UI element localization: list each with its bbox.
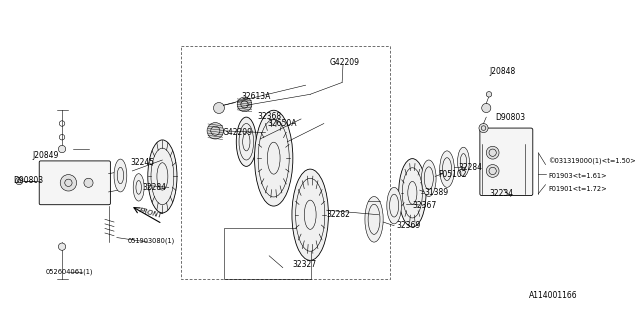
Ellipse shape (148, 140, 177, 213)
Ellipse shape (255, 110, 293, 206)
Circle shape (84, 178, 93, 188)
Ellipse shape (114, 159, 127, 192)
Ellipse shape (440, 151, 454, 188)
Ellipse shape (296, 178, 324, 251)
Text: 31389: 31389 (424, 188, 449, 197)
Text: 32282: 32282 (326, 210, 351, 219)
Circle shape (60, 175, 77, 191)
Text: D90803: D90803 (13, 177, 43, 186)
Text: J20848: J20848 (489, 67, 515, 76)
Text: F01901<t=1.72>: F01901<t=1.72> (548, 186, 607, 192)
Ellipse shape (133, 174, 144, 201)
Circle shape (482, 103, 491, 113)
Ellipse shape (458, 147, 469, 176)
Text: F05102: F05102 (438, 170, 467, 179)
Text: A114001166: A114001166 (529, 291, 578, 300)
Text: 32284: 32284 (459, 163, 483, 172)
Ellipse shape (292, 169, 328, 260)
Text: 32327: 32327 (292, 260, 316, 269)
Text: 052604061(1): 052604061(1) (45, 269, 93, 276)
FancyBboxPatch shape (39, 161, 110, 205)
Text: 32367: 32367 (412, 201, 436, 210)
Circle shape (214, 102, 225, 114)
Text: D90803: D90803 (495, 113, 525, 122)
Ellipse shape (387, 188, 401, 224)
Text: 32245: 32245 (131, 158, 155, 167)
Ellipse shape (236, 117, 257, 166)
Circle shape (58, 243, 66, 250)
Text: 32613A: 32613A (242, 92, 271, 100)
Text: F01903<t=1.61>: F01903<t=1.61> (548, 172, 607, 179)
Circle shape (486, 92, 492, 97)
Text: 32234: 32234 (489, 189, 513, 198)
Text: 32369: 32369 (397, 221, 421, 230)
Ellipse shape (207, 123, 223, 139)
Text: J20849: J20849 (32, 151, 58, 160)
Text: ©031319000(1)<t=1.50>: ©031319000(1)<t=1.50> (548, 158, 636, 165)
Text: FRONT: FRONT (138, 207, 163, 219)
Text: 051903080(1): 051903080(1) (128, 237, 175, 244)
Text: 32650A: 32650A (268, 119, 297, 128)
FancyBboxPatch shape (480, 128, 532, 196)
Ellipse shape (151, 148, 174, 205)
Bar (225, 228, 311, 279)
Ellipse shape (399, 159, 426, 227)
Ellipse shape (258, 119, 289, 197)
Ellipse shape (422, 160, 436, 196)
Circle shape (58, 145, 66, 153)
Text: 32284: 32284 (142, 183, 166, 192)
Text: G42209: G42209 (330, 58, 359, 67)
Circle shape (15, 177, 23, 185)
Circle shape (486, 164, 499, 177)
Text: G42209: G42209 (223, 128, 253, 137)
Text: 32368: 32368 (257, 112, 282, 121)
Ellipse shape (237, 97, 252, 112)
Ellipse shape (365, 196, 383, 242)
Circle shape (486, 146, 499, 159)
Circle shape (479, 124, 488, 132)
